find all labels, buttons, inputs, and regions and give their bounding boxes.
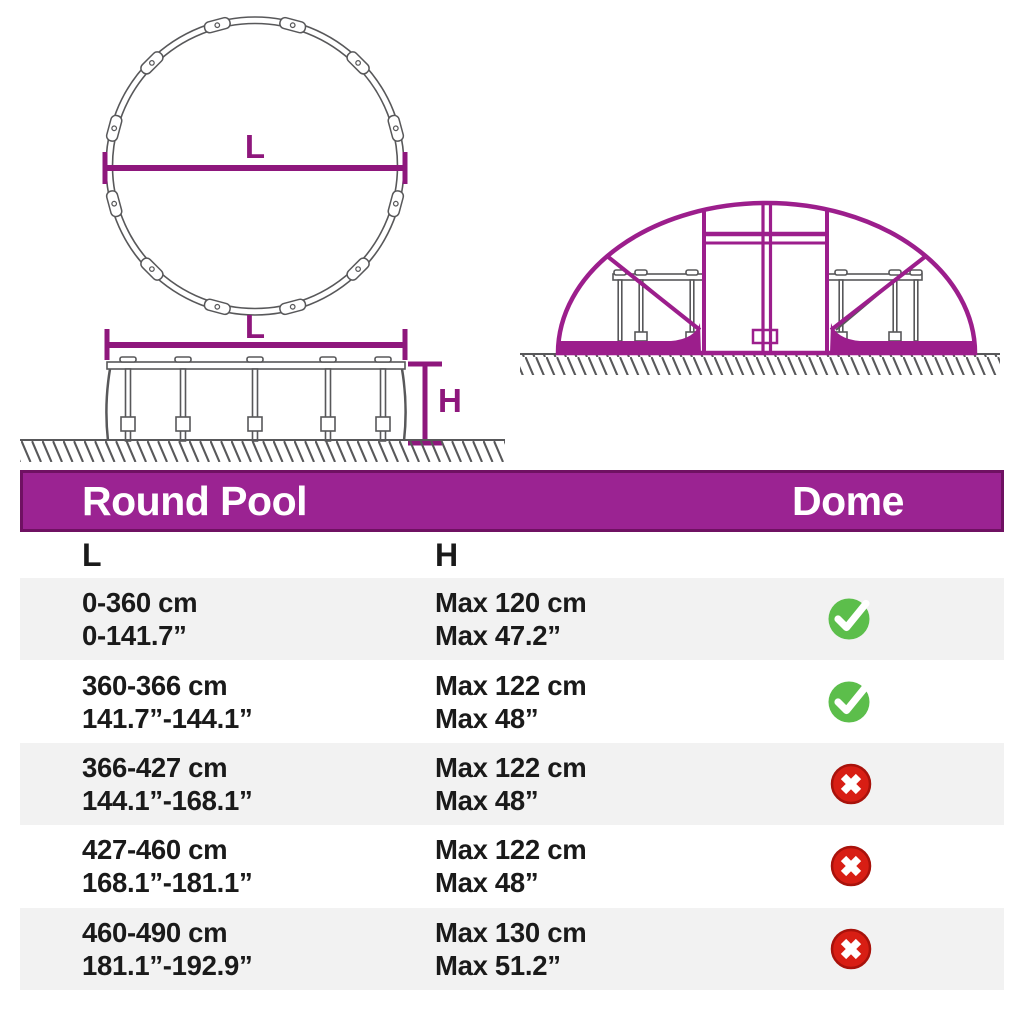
- table-row: 427-460 cm 168.1”-181.1” Max 122 cm Max 48…: [20, 825, 1004, 907]
- frame-joint: [105, 190, 123, 218]
- diameter-dimension-line: L: [102, 128, 408, 184]
- dome-outline: [555, 200, 978, 356]
- table-header-bar: Round Pool Dome: [20, 470, 1004, 532]
- height-dimension-line: H: [408, 361, 462, 446]
- frame-joint: [346, 51, 370, 75]
- frame-joint: [203, 16, 231, 34]
- height-max: Max 122 cm Max 48”: [435, 669, 587, 734]
- height-max: Max 122 cm Max 48”: [435, 751, 587, 816]
- column-header-h: H: [435, 536, 459, 573]
- diameter-label: L: [245, 128, 265, 165]
- cross-icon: [830, 763, 872, 805]
- column-header-l: L: [82, 536, 102, 573]
- column-header-row: L H: [20, 532, 1004, 578]
- table-row: 366-427 cm 144.1”-168.1” Max 122 cm Max 48…: [20, 742, 1004, 826]
- dome-base-right: [830, 323, 974, 353]
- length-range: 360-366 cm 141.7”-144.1”: [82, 669, 253, 734]
- frame-joint: [387, 190, 405, 218]
- length-range: 366-427 cm 144.1”-168.1”: [82, 751, 253, 816]
- length-dimension-line: L: [104, 308, 408, 360]
- frame-joint: [140, 51, 164, 75]
- dome-base-left: [559, 323, 701, 353]
- length-range: 427-460 cm 168.1”-181.1”: [82, 834, 253, 899]
- height-max: Max 130 cm Max 51.2”: [435, 916, 587, 981]
- length-range: 0-360 cm 0-141.7”: [82, 587, 198, 652]
- pool-top-view-diagram: L: [102, 16, 408, 316]
- height-max: Max 122 cm Max 48”: [435, 834, 587, 899]
- cross-icon: [830, 928, 872, 970]
- dimension-diagrams: L L: [20, 16, 1000, 462]
- ground-hatch-right: [520, 353, 1000, 375]
- header-dome: Dome: [792, 477, 904, 524]
- pool-side-view-diagram: L H: [20, 308, 505, 462]
- ground-hatch-left: [20, 439, 505, 462]
- size-table: Round Pool Dome L H 0-360 cm 0-141.7” Max…: [20, 470, 1004, 990]
- table-row: 0-360 cm 0-141.7” Max 120 cm Max 47.2”: [20, 578, 1004, 661]
- length-label: L: [245, 308, 265, 345]
- frame-joint: [279, 16, 307, 34]
- cross-icon: [830, 845, 872, 887]
- check-icon: [827, 596, 875, 642]
- frame-joint: [279, 298, 307, 316]
- frame-joint: [387, 114, 405, 142]
- frame-joint: [140, 257, 164, 281]
- dome-door-handle: [751, 328, 779, 345]
- header-round-pool: Round Pool: [82, 477, 308, 524]
- dome-view-diagram: [520, 200, 1000, 375]
- height-max: Max 120 cm Max 47.2”: [435, 587, 587, 652]
- frame-joint: [346, 257, 370, 281]
- height-label: H: [438, 382, 462, 419]
- frame-joint: [105, 114, 123, 142]
- table-row: 360-366 cm 141.7”-144.1” Max 122 cm Max 48…: [20, 660, 1004, 742]
- length-range: 460-490 cm 181.1”-192.9”: [82, 916, 253, 981]
- table-row: 460-490 cm 181.1”-192.9” Max 130 cm Max 51…: [20, 907, 1004, 990]
- frame-joint: [203, 298, 231, 316]
- check-icon: [827, 679, 875, 725]
